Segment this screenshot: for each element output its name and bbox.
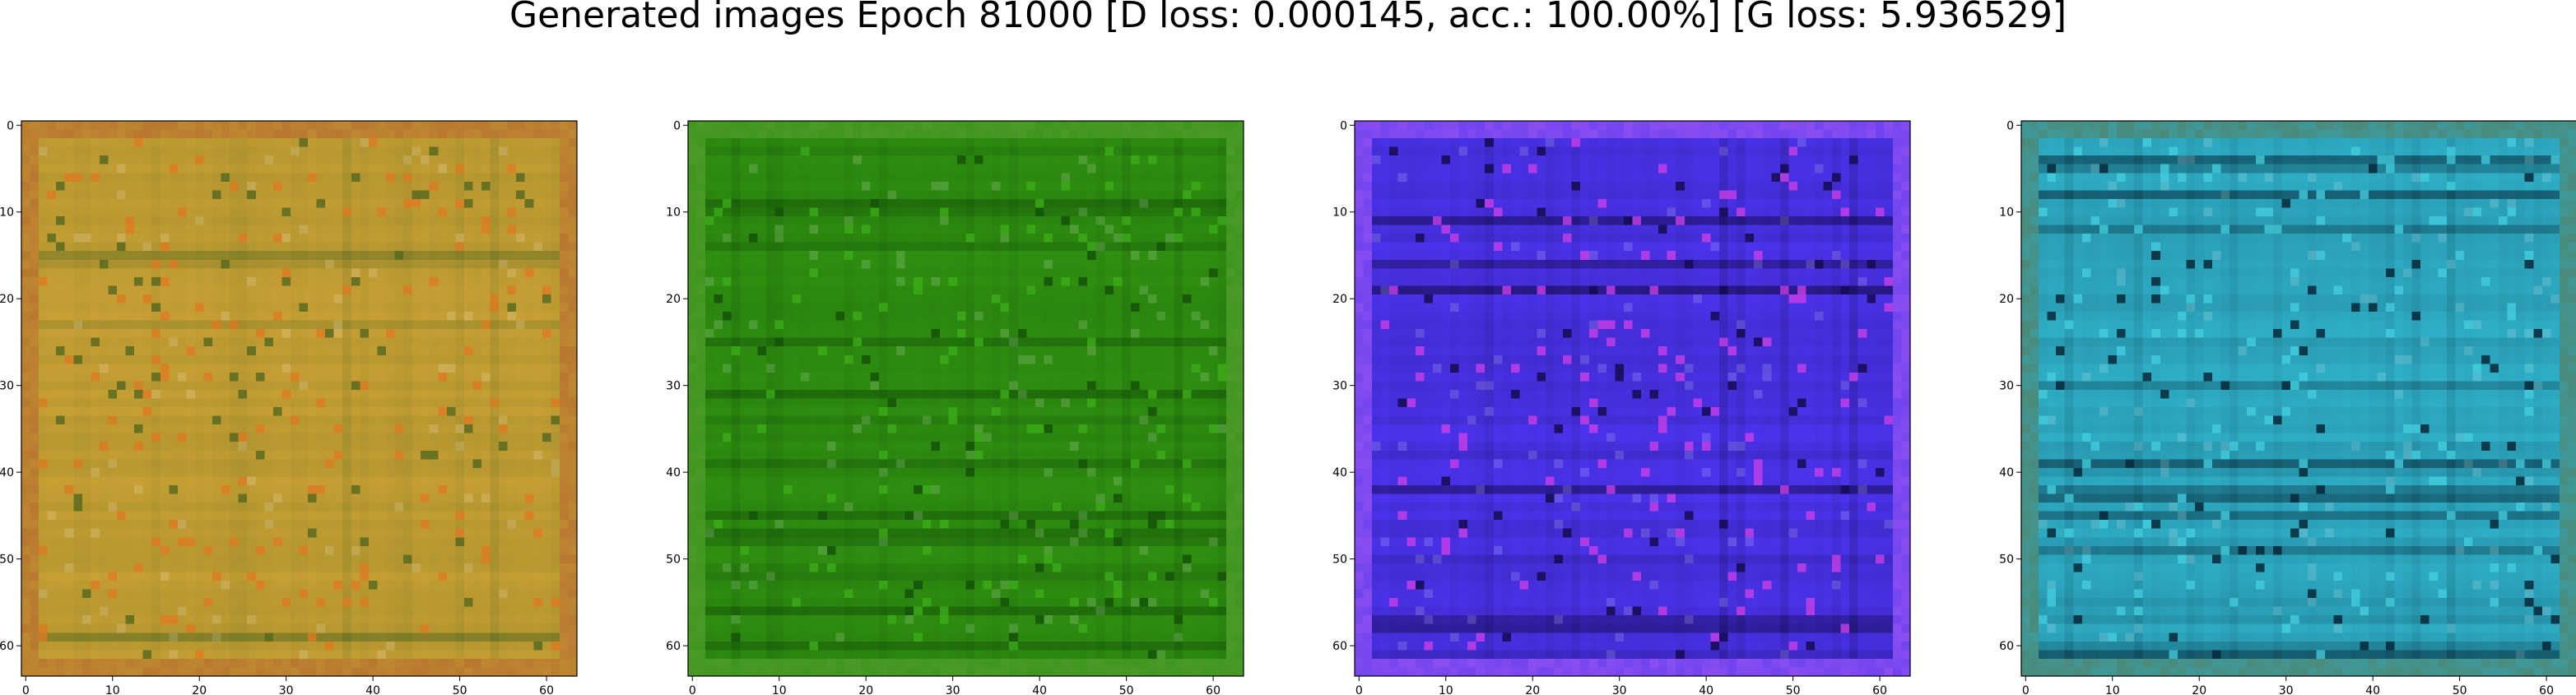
x-tick-label: 50 xyxy=(1786,684,1801,695)
x-tick-label: 40 xyxy=(1032,684,1047,695)
y-tick-label: 20 xyxy=(0,293,14,306)
y-tick-label: 0 xyxy=(7,119,14,132)
x-tick-label: 0 xyxy=(689,684,696,695)
image-panel-2: 0 10 20 30 40 50 60 0 10 20 30 40 50 60 xyxy=(666,0,1259,695)
y-tick-label: 30 xyxy=(1999,380,2014,393)
y-tick-label: 20 xyxy=(666,293,681,306)
x-tick-label: 60 xyxy=(1872,684,1887,695)
x-tick-label: 0 xyxy=(22,684,30,695)
x-tick-label: 20 xyxy=(858,684,873,695)
x-tick-label: 0 xyxy=(1355,684,1363,695)
x-tick-label: 40 xyxy=(1699,684,1713,695)
image-plot-2: 0 10 20 30 40 50 60 0 10 20 30 40 50 60 xyxy=(666,119,1244,695)
image-plot-4: 0 10 20 30 40 50 60 0 10 20 30 40 50 60 xyxy=(1999,119,2576,695)
y-tick-label: 30 xyxy=(666,380,681,393)
y-tick-label: 10 xyxy=(1999,206,2014,220)
y-tick-label: 50 xyxy=(0,554,14,567)
image-plot-3: 0 10 20 30 40 50 60 0 10 20 30 40 50 60 xyxy=(1332,119,1911,695)
x-tick-label: 40 xyxy=(2365,684,2380,695)
y-tick-label: 40 xyxy=(1999,466,2014,480)
y-tick-label: 40 xyxy=(666,466,681,480)
y-tick-label: 0 xyxy=(2006,119,2014,132)
x-tick-label: 50 xyxy=(2453,684,2467,695)
x-tick-label: 10 xyxy=(105,684,120,695)
y-tick-label: 0 xyxy=(673,119,681,132)
x-tick-label: 20 xyxy=(192,684,207,695)
image-panel-4: 0 10 20 30 40 50 60 0 10 20 30 40 50 60 xyxy=(1999,0,2576,695)
y-tick-label: 10 xyxy=(666,206,681,220)
y-tick-label: 50 xyxy=(1332,554,1347,567)
image-plot-1: 0 10 20 30 40 50 60 0 10 20 30 40 50 60 xyxy=(0,119,578,695)
x-tick-label: 10 xyxy=(2105,684,2120,695)
x-tick-label: 30 xyxy=(2279,684,2294,695)
x-tick-label: 50 xyxy=(1119,684,1134,695)
x-tick-label: 10 xyxy=(1439,684,1453,695)
x-tick-label: 0 xyxy=(2022,684,2030,695)
y-tick-label: 10 xyxy=(1332,206,1347,220)
y-tick-label: 30 xyxy=(0,380,14,393)
y-tick-label: 50 xyxy=(1999,554,2014,567)
x-tick-label: 20 xyxy=(2192,684,2206,695)
y-tick-label: 60 xyxy=(1332,640,1347,653)
y-tick-label: 60 xyxy=(666,640,681,653)
generated-image xyxy=(21,121,578,677)
x-tick-label: 60 xyxy=(539,684,554,695)
y-tick-label: 10 xyxy=(0,206,14,220)
x-tick-label: 50 xyxy=(453,684,467,695)
generated-image xyxy=(2021,121,2576,677)
figure-title: Generated images Epoch 81000 [D loss: 0.… xyxy=(509,0,2067,36)
image-frame xyxy=(1354,120,1911,677)
y-tick-label: 20 xyxy=(1999,293,2014,306)
x-tick-label: 30 xyxy=(946,684,960,695)
image-frame xyxy=(21,120,578,677)
x-tick-label: 30 xyxy=(1612,684,1627,695)
y-tick-label: 30 xyxy=(1332,380,1347,393)
y-tick-label: 60 xyxy=(1999,640,2014,653)
image-frame xyxy=(687,120,1244,677)
x-tick-label: 60 xyxy=(1206,684,1221,695)
image-panel-3: 0 10 20 30 40 50 60 0 10 20 30 40 50 60 xyxy=(1332,0,1926,695)
x-tick-label: 30 xyxy=(279,684,294,695)
y-tick-label: 50 xyxy=(666,554,681,567)
y-tick-label: 60 xyxy=(0,640,14,653)
x-tick-label: 40 xyxy=(365,684,380,695)
x-tick-label: 20 xyxy=(1525,684,1540,695)
y-tick-label: 0 xyxy=(1340,119,1347,132)
y-tick-label: 20 xyxy=(1332,293,1347,306)
y-tick-label: 40 xyxy=(1332,466,1347,480)
image-frame xyxy=(2020,120,2576,677)
image-panel-1: 0 10 20 30 40 50 60 0 10 20 30 40 50 60 xyxy=(0,0,593,695)
generated-image xyxy=(688,121,1244,677)
x-tick-label: 10 xyxy=(772,684,787,695)
generated-image xyxy=(1355,121,1911,677)
x-tick-label: 60 xyxy=(2539,684,2554,695)
y-tick-label: 40 xyxy=(0,466,14,480)
